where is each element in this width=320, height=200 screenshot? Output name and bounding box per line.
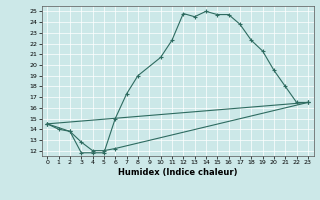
X-axis label: Humidex (Indice chaleur): Humidex (Indice chaleur) bbox=[118, 168, 237, 177]
